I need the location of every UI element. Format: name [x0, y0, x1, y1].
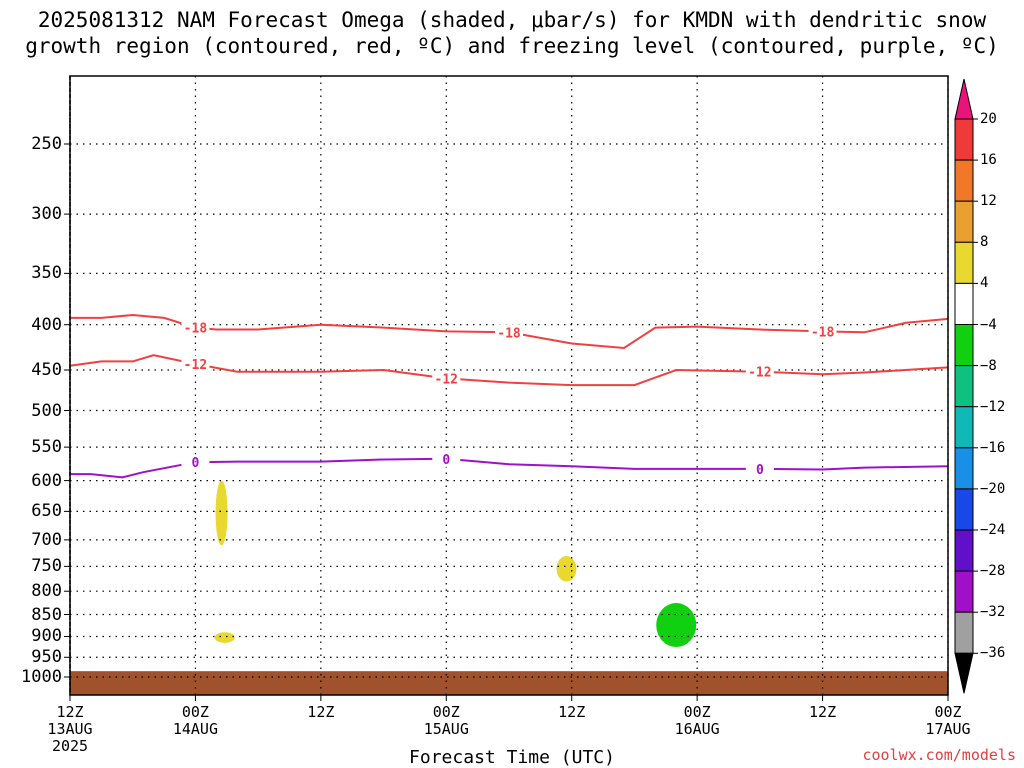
- x-tick-label: 16AUG: [674, 720, 720, 738]
- colorbar-swatch-2: [954, 159, 974, 202]
- colorbar-swatch-4: [954, 241, 974, 284]
- colorbar-label: 20: [980, 111, 997, 127]
- y-tick-label: 650: [31, 501, 62, 522]
- colorbar-label: −8: [980, 357, 997, 374]
- contour-label--12-2: -12: [748, 366, 771, 381]
- y-tick-label: 950: [31, 647, 62, 668]
- y-tick-label: 1000: [21, 667, 62, 687]
- x-axis-title: Forecast Time (UTC): [409, 747, 615, 768]
- contour-label--18-0: -18: [184, 322, 208, 337]
- colorbar-swatch-7: [954, 365, 974, 408]
- x-tick-label: 12Z: [307, 703, 335, 721]
- contour-label-bg--18-2: [808, 323, 837, 340]
- ground-fill: [70, 671, 948, 695]
- colorbar-bottom-arrow: [954, 652, 974, 694]
- x-tick-label: 00Z: [181, 703, 209, 721]
- omega-shade-1: [214, 632, 235, 643]
- colorbar-top-arrow: [954, 78, 974, 120]
- colorbar-swatch-1: [954, 118, 974, 161]
- x-tick-label: 12Z: [558, 703, 586, 721]
- colorbar-swatch-8: [954, 406, 974, 449]
- colorbar-label: −16: [980, 439, 1006, 456]
- omega-shade-3: [656, 603, 697, 648]
- colorbar-label: −24: [980, 522, 1006, 538]
- chart-title-line1: 2025081312 NAM Forecast Omega (shaded, μ…: [37, 8, 987, 32]
- x-tick-label: 12Z: [56, 703, 84, 721]
- plot-frame: [69, 75, 949, 696]
- x-tick-label: 15AUG: [423, 720, 469, 738]
- colorbar-label: −12: [980, 398, 1006, 415]
- chart-title-line2: growth region (contoured, red, ºC) and f…: [25, 34, 999, 58]
- contour-label--12-0: -12: [184, 358, 207, 373]
- colorbar-swatch-3: [954, 200, 974, 243]
- contour-label-bg--18-1: [495, 324, 523, 341]
- y-tick-label: 600: [31, 470, 62, 491]
- y-tick-label: 850: [31, 604, 62, 625]
- y-tick-label: 900: [31, 626, 62, 647]
- colorbar-swatch-12: [954, 570, 974, 613]
- x-tick-label: 00Z: [934, 703, 962, 721]
- colorbar-label: 16: [980, 152, 997, 169]
- contour-label-bg--12-0: [181, 355, 210, 372]
- x-tick-label: 14AUG: [172, 720, 218, 738]
- colorbar-label: −36: [980, 645, 1006, 662]
- y-tick-label: 350: [31, 263, 62, 284]
- colorbar-label: 12: [980, 193, 997, 210]
- contour-label-bg-0-1: [432, 450, 461, 467]
- colorbar-label: 8: [980, 234, 989, 251]
- y-tick-label: 500: [31, 400, 62, 421]
- x-tick-label: 00Z: [432, 703, 460, 721]
- colorbar-label: 4: [980, 275, 989, 292]
- colorbar-swatch-5: [954, 282, 974, 325]
- colorbar-label: −28: [980, 563, 1006, 580]
- contour-label-bg-0-2: [745, 460, 774, 477]
- credit-link[interactable]: coolwx.com/models: [862, 746, 1016, 764]
- x-tick-label: 13AUG: [47, 720, 93, 738]
- colorbar-swatch-13: [954, 611, 974, 654]
- colorbar-swatch-9: [954, 447, 974, 490]
- y-tick-label: 700: [31, 529, 62, 550]
- contour-label--12-1: -12: [435, 372, 458, 387]
- contour-label-0-1: 0: [442, 453, 450, 468]
- omega-shade-0: [215, 480, 228, 546]
- contour-label-bg--12-2: [745, 363, 774, 380]
- y-tick-label: 800: [31, 581, 62, 602]
- contour-label--18-1: -18: [497, 326, 521, 341]
- x-tick-label: 17AUG: [925, 720, 971, 738]
- y-tick-label: 300: [31, 204, 62, 225]
- x-tick-label: 2025: [51, 737, 89, 755]
- y-tick-label: 550: [31, 437, 62, 458]
- contour-label--18-2: -18: [811, 325, 835, 340]
- colorbar-label: −20: [980, 480, 1006, 497]
- y-tick-label: 250: [31, 134, 62, 154]
- y-tick-label: 450: [31, 359, 62, 380]
- colorbar-swatch-6: [954, 324, 974, 367]
- colorbar-label: −4: [980, 316, 997, 333]
- contour-label-bg--12-1: [432, 370, 461, 387]
- contour-label-bg-0-0: [181, 454, 210, 471]
- y-tick-label: 400: [31, 314, 62, 335]
- colorbar-label: −32: [980, 604, 1006, 621]
- contour-label-bg--18-0: [181, 319, 210, 336]
- contour-label-0-0: 0: [192, 456, 200, 471]
- x-tick-label: 12Z: [809, 703, 837, 721]
- contour-label-0-2: 0: [756, 463, 764, 478]
- colorbar-swatch-11: [954, 529, 974, 572]
- colorbar-swatch-10: [954, 488, 974, 531]
- x-tick-label: 00Z: [683, 703, 711, 721]
- omega-shade-2: [556, 556, 577, 582]
- y-tick-label: 750: [31, 556, 62, 577]
